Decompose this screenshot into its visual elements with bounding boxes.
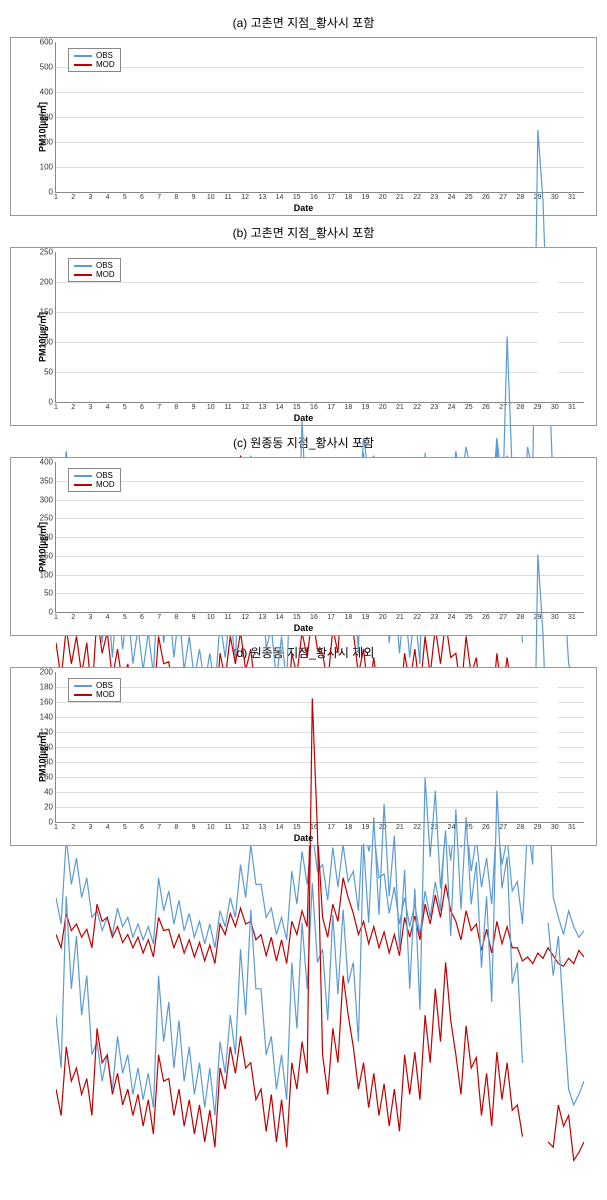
chart-panel: (d) 원종동 지점_황사시 제외PM10[㎍/㎥]02040608010012… xyxy=(10,644,597,846)
y-tick-label: 250 xyxy=(40,248,53,257)
y-tick-label: 0 xyxy=(49,398,53,407)
y-axis-label: PM10[㎍/㎥] xyxy=(36,311,49,361)
legend: OBSMOD xyxy=(68,678,121,702)
legend-item: MOD xyxy=(74,690,115,699)
plot-area: 0204060801001201401601802001234567891011… xyxy=(55,672,584,823)
y-tick-label: 200 xyxy=(40,533,53,542)
legend-swatch xyxy=(74,694,92,696)
y-tick-label: 80 xyxy=(44,758,53,767)
legend-swatch xyxy=(74,274,92,276)
legend-label: OBS xyxy=(96,681,113,690)
legend: OBSMOD xyxy=(68,48,121,72)
y-tick-label: 50 xyxy=(44,368,53,377)
y-tick-label: 300 xyxy=(40,495,53,504)
y-tick-label: 150 xyxy=(40,308,53,317)
plot-area: 0100200300400500600123456789101112131415… xyxy=(55,42,584,193)
y-tick-label: 100 xyxy=(40,743,53,752)
legend: OBSMOD xyxy=(68,468,121,492)
y-tick-label: 60 xyxy=(44,773,53,782)
legend-swatch xyxy=(74,685,92,687)
y-tick-label: 600 xyxy=(40,38,53,47)
legend-label: MOD xyxy=(96,270,115,279)
plot-area: 0501001502002501234567891011121314151617… xyxy=(55,252,584,403)
y-tick-label: 140 xyxy=(40,713,53,722)
y-tick-label: 200 xyxy=(40,668,53,677)
y-tick-label: 20 xyxy=(44,803,53,812)
y-tick-label: 100 xyxy=(40,338,53,347)
legend-label: OBS xyxy=(96,261,113,270)
legend: OBSMOD xyxy=(68,258,121,282)
legend-swatch xyxy=(74,265,92,267)
legend-item: OBS xyxy=(74,261,115,270)
legend-item: OBS xyxy=(74,681,115,690)
y-tick-label: 400 xyxy=(40,458,53,467)
legend-label: MOD xyxy=(96,480,115,489)
chart-panel: (c) 원종동 지점_황사시 포함PM10[㎍/㎥]05010015020025… xyxy=(10,434,597,636)
legend-item: MOD xyxy=(74,480,115,489)
y-tick-label: 180 xyxy=(40,683,53,692)
y-tick-label: 40 xyxy=(44,788,53,797)
panel-title: (a) 고촌면 지점_황사시 포함 xyxy=(10,14,597,31)
plot-area: 0501001502002503003504001234567891011121… xyxy=(55,462,584,613)
legend-item: MOD xyxy=(74,270,115,279)
series-line-mod xyxy=(56,698,584,1160)
legend-label: MOD xyxy=(96,690,115,699)
legend-swatch xyxy=(74,55,92,57)
x-axis-label: Date xyxy=(294,833,314,843)
y-tick-label: 100 xyxy=(40,570,53,579)
legend-swatch xyxy=(74,484,92,486)
y-tick-label: 160 xyxy=(40,698,53,707)
legend-item: OBS xyxy=(74,471,115,480)
legend-swatch xyxy=(74,475,92,477)
y-tick-label: 0 xyxy=(49,608,53,617)
chart-frame: PM10[㎍/㎥]0204060801001201401601802001234… xyxy=(10,667,597,846)
legend-swatch xyxy=(74,64,92,66)
y-tick-label: 0 xyxy=(49,188,53,197)
y-tick-label: 350 xyxy=(40,476,53,485)
y-tick-label: 250 xyxy=(40,514,53,523)
y-tick-label: 200 xyxy=(40,278,53,287)
legend-label: OBS xyxy=(96,51,113,60)
plot-svg xyxy=(56,672,584,1200)
y-tick-label: 200 xyxy=(40,138,53,147)
chart-frame: PM10[㎍/㎥] 0501001502002503003504001234567… xyxy=(10,457,597,636)
y-tick-label: 100 xyxy=(40,163,53,172)
x-axis-label: Date xyxy=(294,623,314,633)
legend-item: OBS xyxy=(74,51,115,60)
chart-panel: (b) 고촌면 지점_황사시 포함PM10[㎍/㎥]05010015020025… xyxy=(10,224,597,426)
x-axis-label: Date xyxy=(294,413,314,423)
chart-panel: (a) 고촌면 지점_황사시 포함PM10[㎍/㎥]01002003004005… xyxy=(10,14,597,216)
chart-frame: PM10[㎍/㎥]0100200300400500600123456789101… xyxy=(10,37,597,216)
chart-frame: PM10[㎍/㎥] 0501001502002501234567891011121… xyxy=(10,247,597,426)
legend-label: MOD xyxy=(96,60,115,69)
x-axis-label: Date xyxy=(294,203,314,213)
y-tick-label: 400 xyxy=(40,88,53,97)
y-tick-label: 500 xyxy=(40,63,53,72)
y-tick-label: 150 xyxy=(40,551,53,560)
legend-item: MOD xyxy=(74,60,115,69)
y-tick-label: 120 xyxy=(40,728,53,737)
y-tick-label: 300 xyxy=(40,113,53,122)
y-tick-label: 0 xyxy=(49,818,53,827)
y-tick-label: 50 xyxy=(44,589,53,598)
legend-label: OBS xyxy=(96,471,113,480)
y-axis-label: PM10[㎍/㎥] xyxy=(36,521,49,571)
